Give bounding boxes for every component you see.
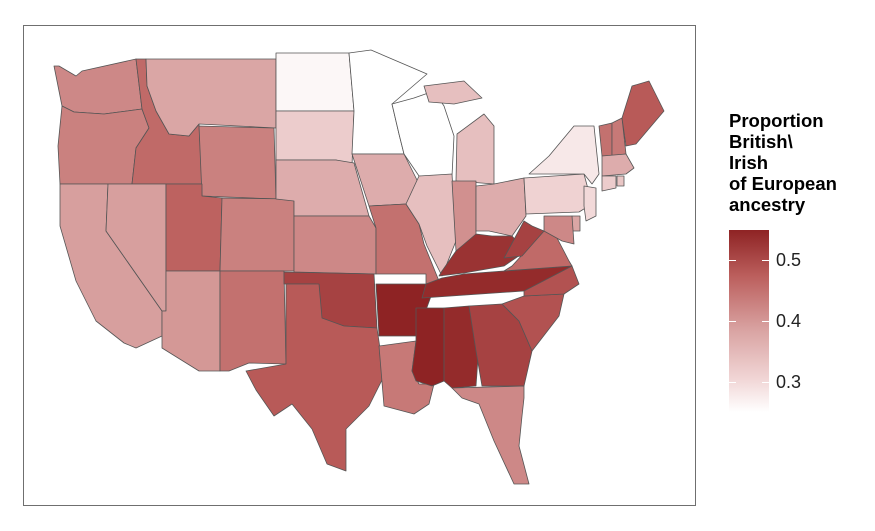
state-ohio [475, 177, 527, 237]
state-south-dakota [275, 110, 355, 167]
legend-title-line-5: ancestry [729, 194, 806, 215]
legend-tick-mark-left [729, 260, 736, 262]
state-texas [245, 283, 385, 472]
state-kentucky [438, 233, 527, 277]
state-maine [621, 80, 665, 147]
state-michigan [423, 80, 495, 185]
legend-tick-mark-right [762, 321, 769, 322]
state-vermont [598, 122, 613, 157]
state-rhode-island [616, 175, 625, 187]
legend-title-line-3: Irish [729, 152, 769, 173]
state-north-dakota [275, 52, 355, 112]
legend-tick-mark-left [729, 381, 736, 383]
legend-tick-mark-left [729, 321, 736, 322]
state-mississippi [411, 307, 445, 387]
state-new-mexico [219, 270, 287, 372]
state-utah [165, 183, 223, 272]
state-wisconsin [391, 90, 455, 177]
state-florida [451, 385, 530, 485]
state-montana [145, 58, 277, 137]
legend: Proportion British\ Irish of European an… [729, 110, 869, 430]
legend-tick-mark-right [762, 381, 769, 383]
state-massachusetts [601, 153, 635, 177]
state-north-carolina [523, 265, 580, 297]
state-connecticut [601, 175, 617, 192]
state-pennsylvania [523, 173, 593, 215]
legend-title-line-4: of European [729, 173, 837, 194]
state-new-jersey [583, 185, 597, 222]
legend-title-line-2: British\ [729, 131, 793, 152]
legend-tick-label: 0.3 [776, 371, 802, 392]
state-arizona [161, 270, 221, 372]
legend-title-line-1: Proportion [729, 110, 824, 131]
state-wyoming [198, 125, 277, 200]
legend-tick-label: 0.5 [776, 250, 802, 271]
state-colorado [219, 197, 295, 272]
legend-tick-mark-right [762, 260, 769, 262]
state-washington [53, 58, 143, 115]
map-panel [23, 25, 696, 506]
state-new-york [528, 125, 600, 185]
state-maryland [543, 215, 575, 245]
us-choropleth-map [53, 49, 665, 485]
legend-tick-label: 0.4 [776, 311, 802, 331]
state-kansas [293, 215, 377, 275]
state-west-virginia [503, 220, 545, 259]
